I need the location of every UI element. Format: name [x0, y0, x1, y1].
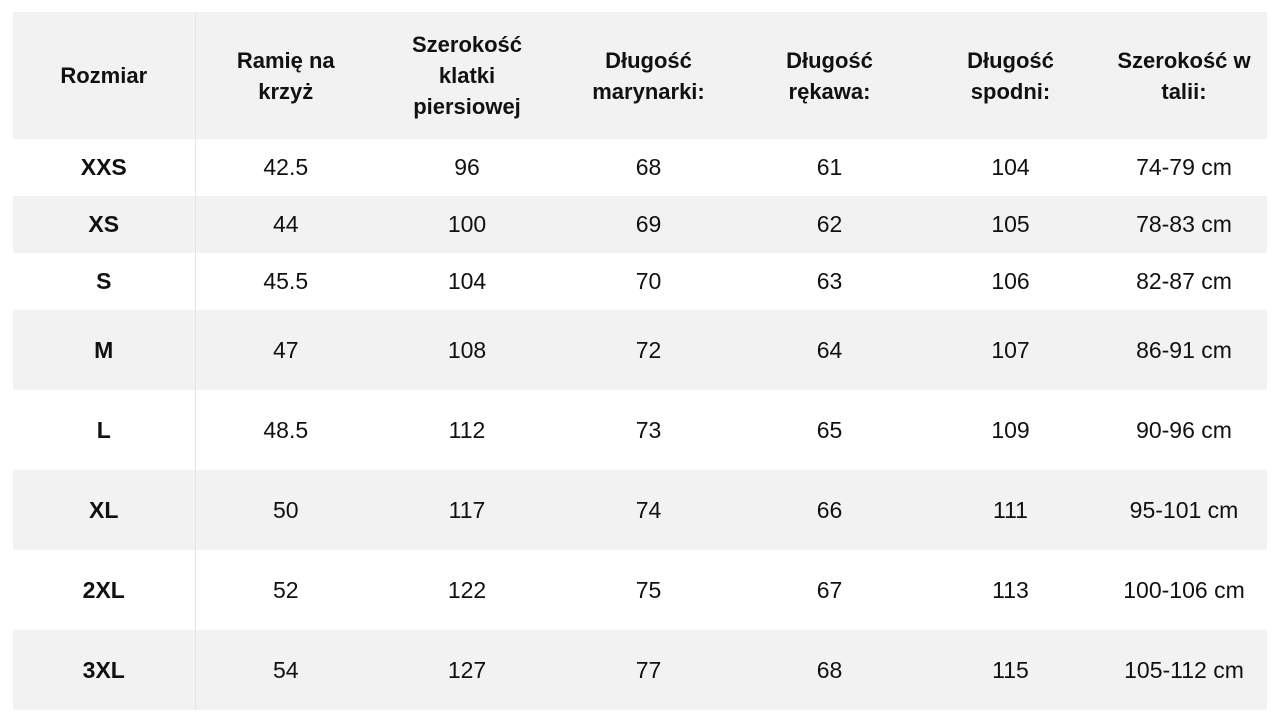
size-cell: 2XL: [13, 550, 196, 630]
table-cell: 52: [272, 576, 299, 603]
size-cell: 3XL: [13, 630, 196, 710]
table-cell: 90-96 cm: [1136, 416, 1232, 443]
header-row: Rozmiar Ramię na krzyż Szerokość klatki …: [13, 12, 1267, 139]
table-cell: 95-101 cm: [1129, 496, 1239, 523]
table-cell: 77: [635, 656, 662, 683]
size-cell: XS: [13, 196, 196, 253]
size-chart: Rozmiar Ramię na krzyż Szerokość klatki …: [13, 12, 1268, 710]
header-size: Rozmiar: [13, 12, 196, 139]
table-cell: 113: [992, 576, 1029, 603]
table-row: S 45.5 104 70 63 106 82-87 cm: [13, 253, 1267, 310]
table-row: XS 44 100 69 62 105 78-83 cm: [13, 196, 1267, 253]
table-cell: 127: [447, 656, 487, 683]
table-row: XL 50 117 74 66 111 95-101 cm: [13, 470, 1267, 550]
table-cell: 68: [635, 154, 662, 180]
header-sleeve-length: Długość rękawa:: [786, 47, 873, 104]
table-cell: 42.5: [263, 154, 309, 180]
table-row: L 48.5 112 73 65 109 90-96 cm: [13, 390, 1267, 470]
table-cell: 47: [272, 336, 299, 363]
table-cell: 75: [635, 576, 662, 603]
size-cell: L: [13, 390, 196, 470]
table-cell: 86-91 cm: [1136, 336, 1232, 363]
table-cell: 65: [816, 416, 843, 443]
header-jacket-length: Długość marynarki:: [592, 47, 705, 104]
table-cell: 62: [816, 211, 843, 237]
table-cell: 68: [816, 656, 843, 683]
table-cell: 63: [816, 268, 843, 294]
size-cell: XL: [13, 470, 196, 550]
table-row: 3XL 54 127 77 68 115 105-112 cm: [13, 630, 1267, 710]
table-cell: 70: [635, 268, 662, 294]
table-cell: 105: [991, 211, 1030, 237]
table-cell: 48.5: [263, 416, 309, 443]
size-cell: XXS: [13, 139, 196, 196]
size-cell: M: [13, 310, 196, 390]
table-cell: 66: [816, 496, 843, 523]
table-cell: 96: [454, 154, 480, 180]
table-cell: 54: [272, 656, 299, 683]
table-cell: 112: [448, 416, 486, 443]
size-cell: S: [13, 253, 196, 310]
table-cell: 45.5: [263, 268, 309, 294]
table-cell: 74-79 cm: [1136, 154, 1232, 180]
table-cell: 104: [991, 154, 1030, 180]
table-cell: 69: [635, 211, 662, 237]
table-cell: 105-112 cm: [1124, 656, 1244, 683]
table-cell: 44: [272, 211, 299, 237]
table-cell: 108: [447, 336, 487, 363]
header-trouser-length: Długość spodni:: [967, 47, 1054, 104]
table-cell: 72: [635, 336, 662, 363]
header-shoulder-width: Ramię na krzyż: [236, 47, 335, 104]
table-row: M 47 108 72 64 107 86-91 cm: [13, 310, 1267, 390]
table-row: 2XL 52 122 75 67 113 100-106 cm: [13, 550, 1267, 630]
table-cell: 106: [991, 268, 1030, 294]
table-cell: 73: [635, 416, 662, 443]
table-cell: 67: [816, 576, 843, 603]
table-cell: 50: [272, 496, 299, 523]
table-cell: 111: [993, 496, 1028, 523]
table-cell: 82-87 cm: [1136, 268, 1232, 294]
table-cell: 61: [816, 154, 843, 180]
table-cell: 109: [991, 416, 1030, 443]
table-cell: 104: [447, 268, 487, 294]
table-cell: 78-83 cm: [1136, 211, 1232, 237]
size-table: Rozmiar Ramię na krzyż Szerokość klatki …: [13, 12, 1268, 710]
table-cell: 74: [635, 496, 662, 523]
table-cell: 122: [447, 576, 487, 603]
table-row: XXS 42.5 96 68 61 104 74-79 cm: [13, 139, 1267, 196]
table-cell: 115: [992, 656, 1029, 683]
header-chest-width: Szerokość klatki piersiowej: [411, 32, 523, 119]
table-cell: 107: [991, 336, 1030, 363]
table-cell: 117: [448, 496, 486, 523]
table-cell: 100: [447, 211, 487, 237]
table-cell: 100-106 cm: [1123, 576, 1245, 603]
header-waist-width: Szerokość w talii:: [1117, 47, 1251, 104]
table-cell: 64: [816, 336, 843, 363]
